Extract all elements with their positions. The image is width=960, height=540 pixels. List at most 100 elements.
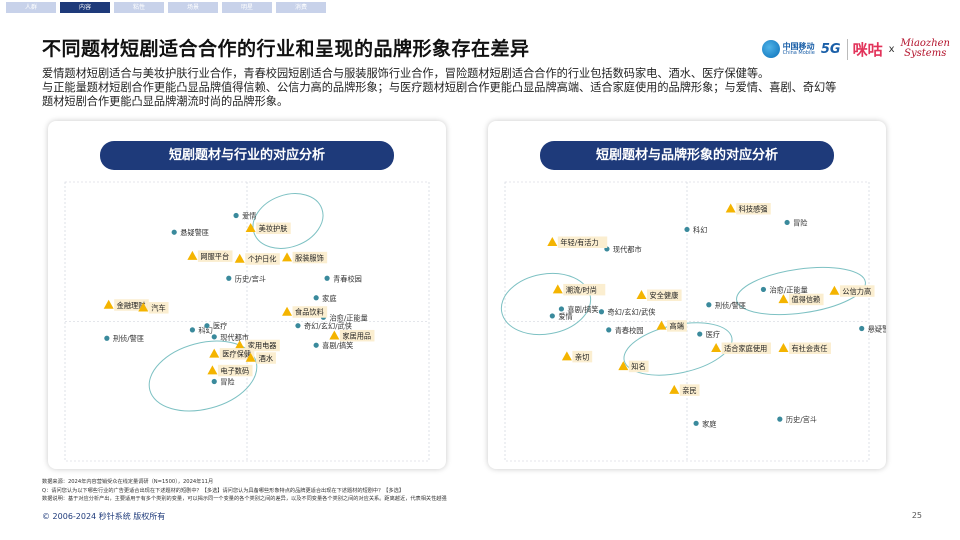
category-triangle <box>725 203 736 213</box>
category-triangle <box>138 302 149 312</box>
category-label-bg <box>721 342 772 355</box>
genre-point <box>226 275 232 281</box>
tab-5[interactable]: 消费 <box>276 2 326 13</box>
genre-point <box>211 334 217 340</box>
category-label: 家用电器 <box>248 341 277 350</box>
category-label: 个护日化 <box>248 255 277 264</box>
genre-label: 喜剧/搞笑 <box>567 305 598 314</box>
footnote-question: Q：请问您认为以下哪些行业的广告更适合出现在下述题材的短剧中？【多选】请问您认为… <box>42 487 405 494</box>
image-chart-panel: 短剧题材与品牌形象的对应分析 冒险 科幻 现代都市 治愈/正能量 刑侦/警匪 喜剧/搞笑奇… <box>488 121 886 469</box>
genre-point <box>684 226 690 233</box>
image-chart-title: 短剧题材与品牌形象的对应分析 <box>540 141 834 170</box>
category-triangle <box>636 289 647 299</box>
category-label-bg <box>572 350 593 363</box>
category-triangle <box>829 285 840 295</box>
group-ellipse-1 <box>148 340 258 412</box>
category-label: 公信力高 <box>842 287 871 296</box>
genre-point <box>171 229 177 235</box>
china-mobile-name-en: China Mobile <box>782 49 815 56</box>
category-triangle <box>234 340 245 350</box>
migu-logo: 咪咕 <box>846 38 883 60</box>
category-triangle <box>669 384 680 394</box>
category-label-bg <box>679 384 700 396</box>
china-mobile-logo: 中国移动 China Mobile <box>761 40 815 58</box>
genre-label: 冒险 <box>793 218 808 227</box>
genre-point <box>189 327 195 333</box>
category-triangle <box>207 365 218 375</box>
industry-chart-title: 短剧题材与行业的对应分析 <box>100 141 394 170</box>
description-line-3: 题材短剧合作更能凸显品牌潮流时尚的品牌形象。 <box>42 95 289 108</box>
category-label-bg <box>245 339 280 352</box>
description-line-2: 与正能量题材短剧合作更能凸显品牌值得信赖、公信力高的品牌形象；与医疗题材短剧合作… <box>42 81 837 94</box>
category-label-bg <box>788 342 831 355</box>
genre-point <box>777 416 783 422</box>
category-label: 适合家庭使用 <box>724 344 767 353</box>
5g-logo: 5G <box>820 41 841 57</box>
footnote-source: 数据来源：2024年内容营销受众在线定量调研（N=1500），2024年11月 <box>42 479 214 485</box>
category-triangle <box>245 223 256 233</box>
category-label-bg <box>736 203 771 215</box>
category-label-bg <box>292 251 328 264</box>
category-triangle <box>778 294 789 304</box>
category-triangle <box>547 236 558 246</box>
logo-separator: x <box>888 43 895 55</box>
tab-3[interactable]: 场景 <box>168 2 218 13</box>
genre-point <box>598 309 605 315</box>
genre-label: 历史/宫斗 <box>786 415 817 424</box>
genre-point <box>859 325 865 332</box>
category-label-bg <box>197 250 233 262</box>
category-label-bg <box>563 283 606 296</box>
genre-label: 现代都市 <box>613 245 642 254</box>
genre-point <box>706 302 712 308</box>
category-triangle <box>618 361 629 371</box>
genre-label: 爱情 <box>558 312 572 321</box>
genre-point <box>549 313 555 319</box>
genre-label: 奇幻/玄幻/武侠 <box>607 308 655 317</box>
genre-point <box>324 275 330 281</box>
category-label-bg <box>256 222 291 235</box>
genre-label: 家庭 <box>322 294 336 303</box>
category-label-bg <box>788 293 824 306</box>
tab-2[interactable]: 粘性 <box>114 2 164 13</box>
category-label: 电子数码 <box>220 366 249 375</box>
category-triangle <box>561 351 572 361</box>
category-label-bg <box>245 253 280 265</box>
group-ellipse-0 <box>500 272 592 336</box>
category-label-bg <box>217 364 253 377</box>
category-triangle <box>103 299 114 309</box>
footnotes: 数据来源：2024年内容营销受众在线定量调研（N=1500），2024年11月 … <box>42 478 447 504</box>
category-label-bg <box>256 352 276 364</box>
tab-1[interactable]: 内容 <box>60 2 110 13</box>
category-label: 服装服饰 <box>295 253 324 262</box>
top-nav-tabs: 人群 内容 粘性 场景 明星 消费 <box>6 2 326 13</box>
genre-label: 历史/宫斗 <box>235 274 266 283</box>
category-label: 医疗保健 <box>222 350 251 359</box>
tab-0[interactable]: 人群 <box>6 2 56 13</box>
group-ellipse-0 <box>252 193 324 249</box>
genre-label: 悬疑警匪 <box>180 228 209 237</box>
genre-label: 科幻 <box>198 326 212 335</box>
genre-point <box>313 295 319 301</box>
category-label: 安全健康 <box>650 291 679 300</box>
genre-label: 冒险 <box>220 377 235 386</box>
genre-label: 家庭 <box>702 419 716 428</box>
genre-label: 医疗 <box>706 330 720 339</box>
category-label: 亲民 <box>682 386 696 395</box>
genre-point <box>295 323 301 329</box>
category-label: 汽车 <box>151 304 165 313</box>
genre-point <box>204 323 210 329</box>
category-label: 金融理财 <box>117 301 146 310</box>
category-label: 亲切 <box>575 352 589 361</box>
category-triangle <box>329 330 340 340</box>
genre-label: 科幻 <box>693 225 707 234</box>
description: 爱情题材短剧适合与美妆护肤行业合作，青春校园短剧适合与服装服饰行业合作，冒险题材… <box>42 67 912 109</box>
industry-chart-panel: 短剧题材与行业的对应分析 爱情 悬疑警匪 青春校园 家庭 历史/宫斗 治愈/正能量 奇幻/玄… <box>48 121 446 469</box>
genre-point <box>233 212 239 219</box>
genre-point <box>313 342 319 348</box>
category-triangle <box>187 250 198 260</box>
tab-4[interactable]: 明星 <box>222 2 272 13</box>
genre-point <box>693 420 699 426</box>
